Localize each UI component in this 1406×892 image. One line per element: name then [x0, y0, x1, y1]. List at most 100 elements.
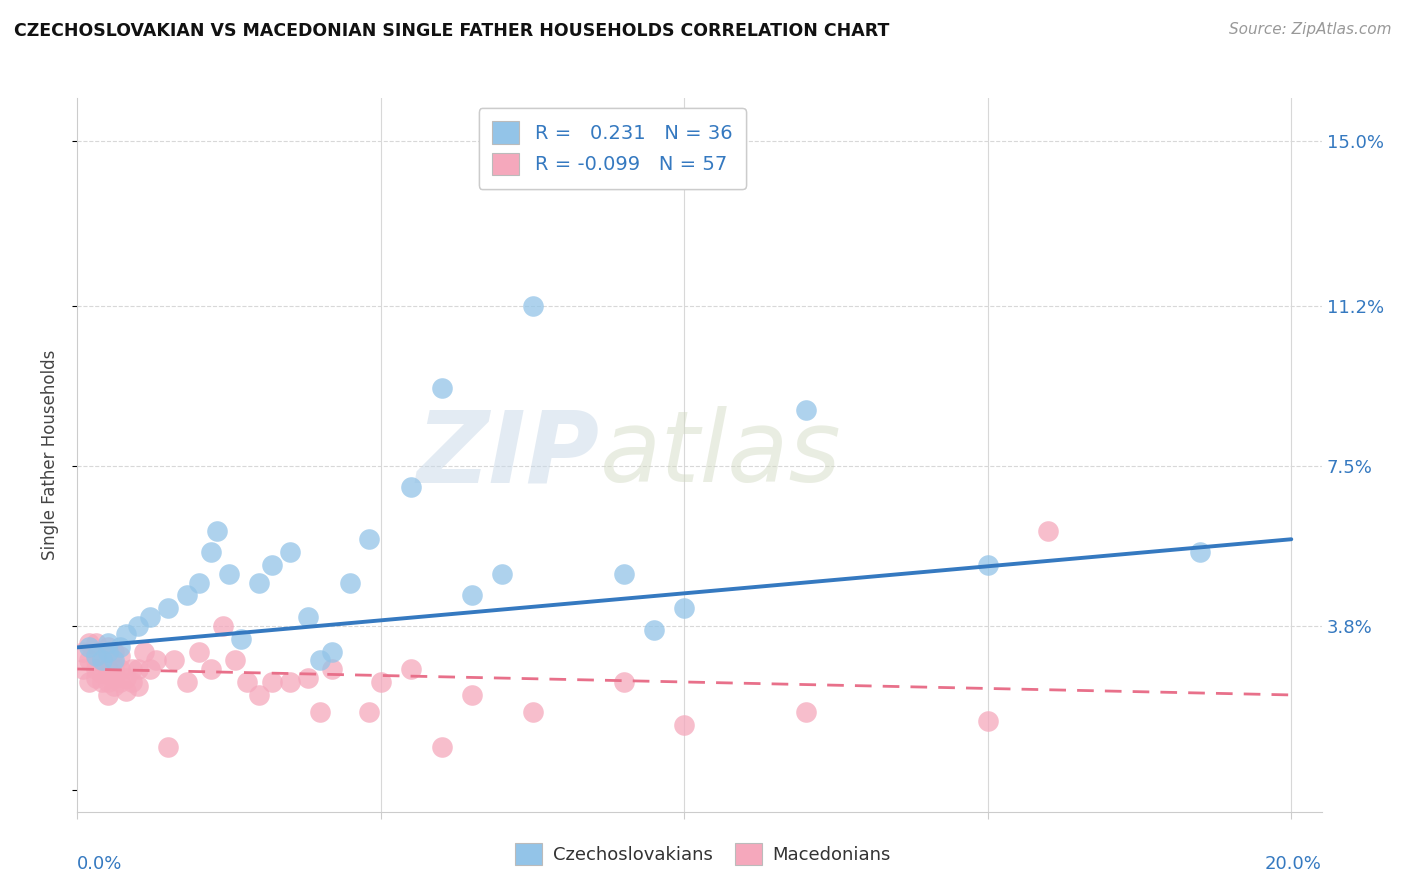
Point: [977, 558, 1000, 573]
Point: [613, 675, 636, 690]
Point: [187, 575, 209, 590]
Point: [522, 299, 544, 313]
Point: [430, 739, 453, 754]
Point: [309, 705, 332, 719]
Point: [108, 675, 131, 690]
Point: [108, 648, 131, 663]
Text: atlas: atlas: [600, 407, 842, 503]
Point: [139, 610, 162, 624]
Point: [200, 545, 222, 559]
Point: [127, 679, 149, 693]
Point: [200, 662, 222, 676]
Point: [115, 683, 138, 698]
Point: [794, 402, 817, 417]
Point: [643, 623, 665, 637]
Point: [90, 653, 112, 667]
Point: [84, 662, 107, 676]
Point: [357, 533, 380, 547]
Point: [103, 679, 125, 693]
Point: [430, 381, 453, 395]
Point: [72, 645, 94, 659]
Point: [249, 575, 271, 590]
Point: [103, 653, 125, 667]
Text: CZECHOSLOVAKIAN VS MACEDONIAN SINGLE FATHER HOUSEHOLDS CORRELATION CHART: CZECHOSLOVAKIAN VS MACEDONIAN SINGLE FAT…: [14, 22, 890, 40]
Point: [491, 566, 513, 581]
Point: [157, 601, 180, 615]
Point: [321, 645, 343, 659]
Point: [127, 619, 149, 633]
Point: [108, 640, 131, 655]
Point: [72, 662, 94, 676]
Point: [339, 575, 361, 590]
Point: [145, 653, 167, 667]
Point: [231, 632, 253, 646]
Point: [399, 662, 422, 676]
Point: [218, 566, 240, 581]
Point: [97, 636, 120, 650]
Point: [79, 636, 101, 650]
Point: [115, 627, 138, 641]
Y-axis label: Single Father Households: Single Father Households: [41, 350, 59, 560]
Point: [321, 662, 343, 676]
Point: [97, 688, 120, 702]
Point: [370, 675, 392, 690]
Text: 20.0%: 20.0%: [1265, 855, 1322, 873]
Point: [187, 645, 209, 659]
Point: [121, 675, 143, 690]
Point: [673, 601, 696, 615]
Point: [176, 589, 198, 603]
Point: [205, 524, 228, 538]
Point: [103, 645, 125, 659]
Point: [176, 675, 198, 690]
Point: [127, 662, 149, 676]
Point: [399, 480, 422, 494]
Point: [97, 640, 120, 655]
Point: [297, 671, 319, 685]
Point: [224, 653, 246, 667]
Point: [278, 545, 301, 559]
Point: [260, 558, 283, 573]
Point: [794, 705, 817, 719]
Text: 0.0%: 0.0%: [77, 855, 122, 873]
Point: [79, 653, 101, 667]
Point: [278, 675, 301, 690]
Point: [108, 662, 131, 676]
Point: [84, 671, 107, 685]
Point: [461, 688, 484, 702]
Point: [1038, 524, 1060, 538]
Point: [132, 645, 155, 659]
Point: [84, 636, 107, 650]
Point: [103, 662, 125, 676]
Point: [84, 648, 107, 663]
Legend: Czechoslovakians, Macedonians: Czechoslovakians, Macedonians: [506, 834, 900, 874]
Point: [260, 675, 283, 690]
Point: [97, 645, 120, 659]
Point: [84, 653, 107, 667]
Point: [522, 705, 544, 719]
Point: [90, 653, 112, 667]
Point: [461, 589, 484, 603]
Point: [249, 688, 271, 702]
Point: [157, 739, 180, 754]
Point: [97, 662, 120, 676]
Point: [90, 666, 112, 681]
Legend: R =   0.231   N = 36, R = -0.099   N = 57: R = 0.231 N = 36, R = -0.099 N = 57: [478, 108, 747, 189]
Point: [79, 640, 101, 655]
Point: [97, 675, 120, 690]
Point: [139, 662, 162, 676]
Text: ZIP: ZIP: [418, 407, 600, 503]
Point: [103, 671, 125, 685]
Text: Source: ZipAtlas.com: Source: ZipAtlas.com: [1229, 22, 1392, 37]
Point: [236, 675, 259, 690]
Point: [1189, 545, 1212, 559]
Point: [357, 705, 380, 719]
Point: [79, 675, 101, 690]
Point: [115, 671, 138, 685]
Point: [309, 653, 332, 667]
Point: [977, 714, 1000, 728]
Point: [212, 619, 235, 633]
Point: [121, 662, 143, 676]
Point: [297, 610, 319, 624]
Point: [613, 566, 636, 581]
Point: [673, 718, 696, 732]
